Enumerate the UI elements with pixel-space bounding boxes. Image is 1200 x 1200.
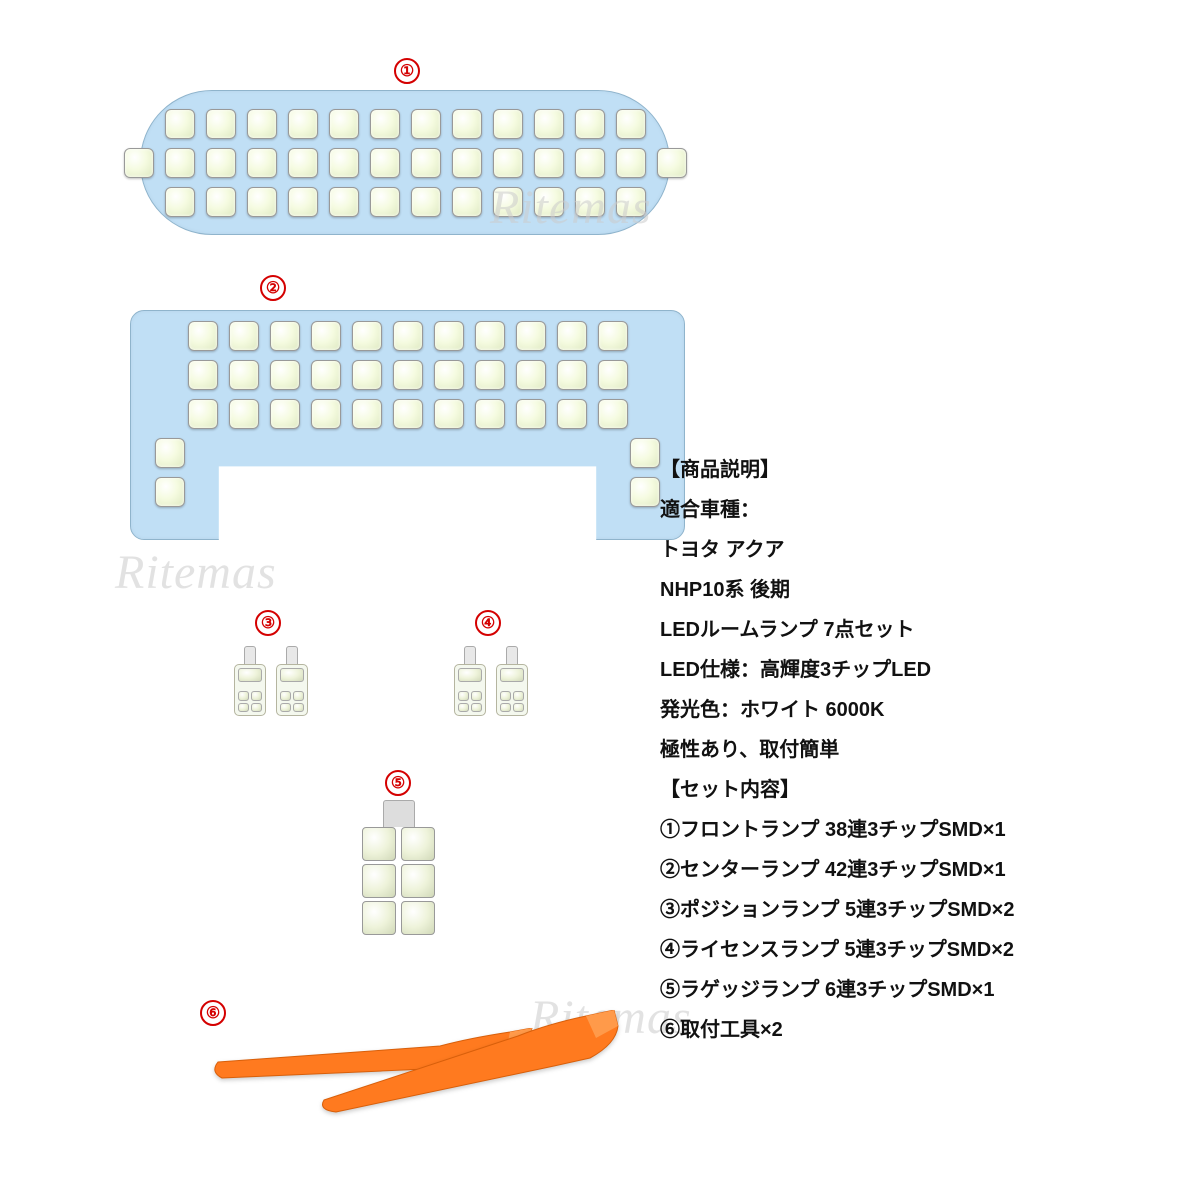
desc-item-5: ⑤ラゲッジランプ 6連3チップSMD×1 <box>660 970 1180 1010</box>
position-lamp-pair <box>230 632 312 728</box>
desc-car: トヨタ アクア <box>660 530 1180 570</box>
pry-tool <box>318 1010 628 1120</box>
desc-item-6: ⑥取付工具×2 <box>660 1010 1180 1050</box>
desc-item-2: ②センターランプ 42連3チップSMD×1 <box>660 850 1180 890</box>
desc-model: NHP10系 後期 <box>660 570 1180 610</box>
watermark: Ritemas <box>115 545 277 600</box>
desc-color: 発光色：ホワイト 6000K <box>660 690 1180 730</box>
label-2: ② <box>260 275 286 301</box>
desc-item-1: ①フロントランプ 38連3チップSMD×1 <box>660 810 1180 850</box>
desc-polarity: 極性あり、取付簡単 <box>660 730 1180 770</box>
desc-item-3: ③ポジションランプ 5連3チップSMD×2 <box>660 890 1180 930</box>
license-lamp-pair <box>450 632 532 728</box>
label-6: ⑥ <box>200 1000 226 1026</box>
product-description: 【商品説明】 適合車種： トヨタ アクア NHP10系 後期 LEDルームランプ… <box>660 450 1180 1050</box>
desc-item-4: ④ライセンスランプ 5連3チップSMD×2 <box>660 930 1180 970</box>
desc-spec: LED仕様：高輝度3チップLED <box>660 650 1180 690</box>
label-5: ⑤ <box>385 770 411 796</box>
luggage-lamp <box>362 800 436 935</box>
desc-product: LEDルームランプ 7点セット <box>660 610 1180 650</box>
desc-title: 【商品説明】 <box>660 450 1180 490</box>
center-lamp-board <box>130 310 685 540</box>
label-1: ① <box>394 58 420 84</box>
front-lamp-board <box>140 90 670 235</box>
desc-set-title: 【セット内容】 <box>660 770 1180 810</box>
desc-fit: 適合車種： <box>660 490 1180 530</box>
